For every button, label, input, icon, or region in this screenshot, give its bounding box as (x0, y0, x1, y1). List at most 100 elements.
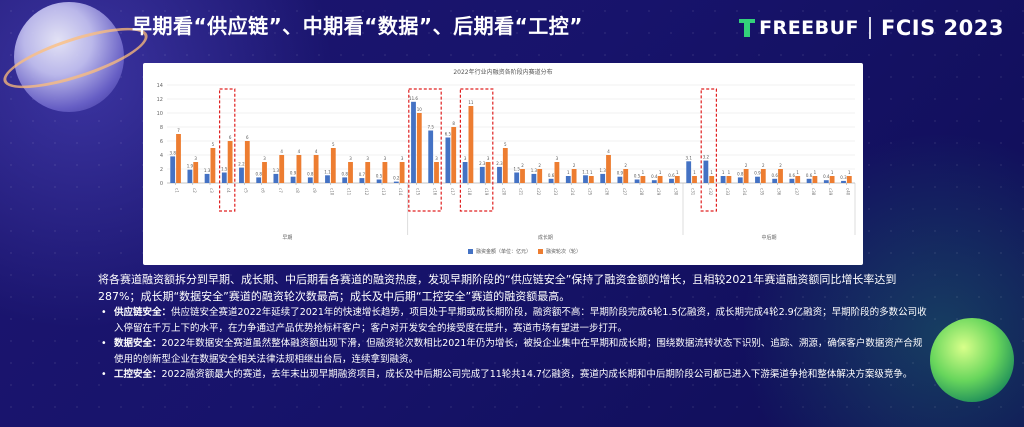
bar (359, 178, 365, 183)
data-label: 3 (487, 156, 490, 161)
bar (296, 155, 302, 183)
bar (795, 176, 801, 183)
data-label: 5 (332, 142, 335, 147)
y-tick-label: 8 (160, 125, 163, 131)
data-label: 1 (710, 170, 713, 175)
event-name: FCIS 2023 (881, 16, 1004, 40)
bar (416, 113, 422, 183)
x-tick-label: c33 (725, 188, 730, 196)
x-tick-label: c32 (708, 188, 713, 196)
bar (187, 169, 193, 183)
data-label: 0.8 (342, 171, 349, 176)
x-tick-label: c10 (329, 188, 334, 196)
freebuf-logo: FREEBUF (739, 17, 859, 39)
x-tick-label: c22 (536, 188, 541, 196)
x-tick-label: c30 (673, 188, 678, 196)
data-label: 1.3 (600, 168, 607, 173)
data-label: 3.1 (686, 155, 693, 160)
bullet-label: 数据安全： (114, 338, 162, 349)
bar (382, 162, 388, 183)
bar (514, 172, 520, 183)
data-label: 1 (642, 170, 645, 175)
x-tick-label: c14 (398, 188, 403, 196)
x-tick-label: c8 (295, 188, 300, 193)
bar (365, 162, 371, 183)
data-label: 3.8 (170, 150, 177, 155)
data-label: 2 (745, 163, 748, 168)
bar (376, 179, 382, 183)
bullet-text: 供应链安全赛道2022年延续了2021年的快速增长趋势，项目处于早期或成长期阶段… (114, 307, 927, 334)
bar (479, 166, 485, 183)
bar (342, 177, 348, 183)
bar (176, 134, 181, 183)
bar (778, 169, 783, 183)
bar (204, 173, 210, 183)
data-label: 7.5 (428, 125, 435, 130)
x-tick-label: c16 (433, 188, 438, 196)
data-label: 10 (417, 107, 423, 112)
x-tick-label: c12 (364, 188, 369, 196)
data-label: 0.5 (376, 174, 383, 179)
data-label: 0.5 (634, 174, 641, 179)
bar (841, 180, 846, 183)
x-tick-label: c39 (828, 188, 833, 196)
summary-paragraph: 将各赛道融资额拆分到早期、成长期、中后期看各赛道的融资热度，发现早期阶段的“供应… (98, 273, 897, 303)
data-label: 1 (659, 170, 662, 175)
bar (273, 173, 279, 183)
data-label: 4 (315, 149, 318, 154)
bar (600, 173, 606, 183)
data-label: 8 (452, 121, 455, 126)
data-label: 2 (521, 163, 524, 168)
data-label: 0.9 (617, 171, 624, 176)
bar (548, 178, 554, 183)
bar (651, 180, 657, 183)
bar (193, 162, 199, 183)
data-label: 1 (848, 170, 851, 175)
legend-label: 融资轮次（轮） (546, 248, 581, 255)
data-label: 5 (504, 142, 507, 147)
bar (462, 162, 468, 183)
bar (393, 181, 399, 183)
bar (239, 167, 244, 183)
data-label: 1.3 (204, 168, 211, 173)
bar (221, 172, 227, 183)
bar (583, 175, 588, 183)
legend-label: 融资金额（单位：亿元） (476, 248, 531, 255)
data-label: 1 (814, 170, 817, 175)
data-label: 0.6 (789, 173, 796, 178)
bar (330, 148, 336, 183)
bar (657, 176, 663, 183)
bullet-text: 2022年数据安全赛道虽然整体融资额出现下滑，但融资轮次数相比2021年仍为增长… (114, 338, 923, 365)
bullet-supply-chain: 供应链安全：供应链安全赛道2022年延续了2021年的快速增长趋势，项目处于早期… (98, 305, 928, 336)
bar (428, 130, 434, 183)
x-tick-label: c29 (656, 188, 661, 196)
bar (640, 176, 646, 183)
data-label: 0.8 (256, 171, 263, 176)
data-label: 1.5 (514, 167, 521, 172)
bar (571, 169, 577, 183)
brand-divider (869, 17, 872, 39)
bar (720, 176, 726, 183)
bar (411, 101, 416, 183)
data-label: 3 (366, 156, 369, 161)
data-label: 1.3 (531, 168, 538, 173)
legend-swatch (538, 249, 543, 254)
data-label: 6.5 (445, 132, 452, 137)
data-label: 0.8 (307, 171, 314, 176)
bullet-text: 2022融资额最大的赛道，去年末出现早期融资项目，成长及中后期公司完成了11轮共… (161, 369, 913, 380)
data-label: 0.8 (737, 171, 744, 176)
bullet-label: 工控安全： (114, 369, 162, 380)
x-tick-label: c6 (261, 188, 266, 193)
data-label: 2 (762, 163, 765, 168)
bar (348, 162, 353, 183)
bar (703, 160, 709, 183)
bar (468, 106, 474, 183)
data-label: 1 (567, 170, 570, 175)
bullet-list: 供应链安全：供应链安全赛道2022年延续了2021年的快速增长趋势，项目处于早期… (98, 305, 928, 383)
data-label: 2 (624, 163, 627, 168)
chart-title: 2022年行业内融资各阶段内赛道分布 (453, 69, 553, 76)
group-label: 中后期 (761, 234, 776, 241)
data-label: 2.3 (479, 161, 486, 166)
bar (669, 178, 674, 183)
data-label: 0.3 (840, 175, 847, 180)
